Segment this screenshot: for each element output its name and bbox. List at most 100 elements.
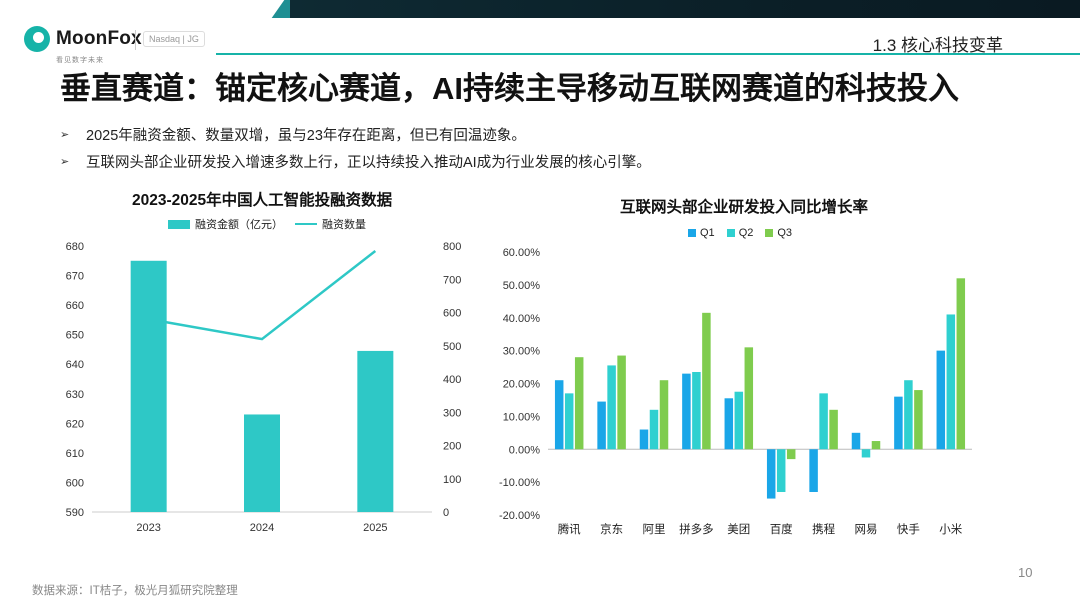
section-label: 1.3 核心科技变革	[872, 36, 1003, 55]
left-chart-title: 2023-2025年中国人工智能投融资数据	[132, 192, 393, 209]
x-tick-label: 2024	[250, 522, 274, 534]
y-tick-label: 40.00%	[503, 313, 541, 325]
left-y-tick-label: 660	[66, 300, 84, 312]
x-tick-label: 腾讯	[558, 522, 581, 536]
bar-q1	[894, 396, 903, 450]
bar-q2	[776, 449, 786, 492]
bar-q1	[851, 432, 861, 450]
x-tick-label: 拼多多	[679, 522, 714, 536]
bar-q2	[861, 449, 871, 458]
bar-q2	[819, 393, 828, 450]
legend-swatch-bar	[168, 219, 190, 229]
legend-label: Q1	[700, 227, 715, 239]
legend-label: 融资金额（亿元）	[195, 219, 283, 231]
bar-funding-amount	[130, 260, 167, 512]
x-tick-label: 京东	[600, 522, 623, 536]
left-y-tick-label: 650	[66, 330, 84, 342]
y-tick-label: -10.00%	[499, 477, 540, 489]
right-y-tick-label: 200	[443, 441, 461, 453]
right-y-tick-label: 600	[443, 308, 461, 320]
legend-swatch	[726, 229, 735, 237]
bar-q1	[724, 398, 734, 450]
bar-q3	[786, 449, 796, 460]
x-tick-label: 2025	[363, 522, 387, 534]
x-tick-label: 小米	[939, 523, 962, 536]
bar-q2	[734, 391, 744, 450]
right-y-tick-label: 300	[443, 407, 461, 419]
page-number: 10	[1018, 565, 1033, 580]
logo-divider	[135, 30, 136, 50]
left-y-tick-label: 600	[66, 477, 84, 489]
bar-funding-amount	[244, 414, 280, 512]
bullet-item: ➢ 互联网头部企业研发投入增速多数上行，正以持续投入推动AI成为行业发展的核心引…	[60, 148, 651, 175]
left-y-tick-label: 670	[66, 271, 84, 283]
left-y-tick-label: 680	[66, 241, 84, 253]
top-banner	[0, 0, 1080, 18]
legend-item-q1: Q1	[688, 227, 715, 239]
legend-swatch	[765, 229, 774, 237]
bar-q1	[639, 429, 649, 450]
bar-q2	[564, 393, 574, 450]
legend-label: Q2	[738, 227, 754, 239]
right-y-tick-label: 800	[443, 241, 461, 253]
bar-q2	[607, 365, 616, 450]
bar-q1	[809, 449, 818, 492]
bar-q2	[649, 409, 659, 450]
legend-item-q2: Q2	[726, 227, 754, 239]
bar-q1	[597, 401, 606, 450]
y-tick-label: 60.00%	[503, 247, 541, 259]
left-y-tick-label: 640	[66, 359, 84, 371]
x-tick-label: 2023	[136, 522, 160, 534]
header-rule	[216, 53, 1080, 55]
right-y-tick-label: 100	[443, 474, 461, 486]
left-y-tick-label: 630	[66, 389, 84, 401]
legend-swatch	[688, 229, 696, 237]
left-chart-legend: 融资金额（亿元） 融资数量	[168, 216, 378, 232]
bullet-text: 2025年融资金额、数量双增，虽与23年存在距离，但已有回温迹象。	[86, 128, 526, 144]
brand-name: MoonFox	[56, 28, 142, 49]
brand-tagline: 看见数字未来	[56, 57, 104, 64]
y-tick-label: 0.00%	[509, 444, 540, 456]
left-y-tick-label: 620	[66, 418, 84, 430]
line-funding-count	[148, 250, 377, 341]
bar-q1	[766, 449, 776, 499]
right-chart-legend: Q1 Q2 Q3	[688, 227, 804, 239]
x-tick-label: 携程	[812, 522, 835, 536]
bullet-text: 互联网头部企业研发投入增速多数上行，正以持续投入推动AI成为行业发展的核心引擎。	[86, 155, 651, 171]
right-y-tick-label: 700	[443, 274, 461, 286]
bar-q2	[946, 314, 956, 450]
bar-q2	[904, 380, 913, 450]
left-y-tick-label: 610	[66, 448, 84, 460]
legend-label: 融资数量	[322, 219, 366, 231]
exchange-badge: Nasdaq | JG	[143, 31, 205, 47]
right-chart-title: 互联网头部企业研发投入同比增长率	[620, 199, 869, 216]
legend-label: Q3	[777, 227, 793, 239]
legend-item-count: 融资数量	[295, 216, 366, 232]
bar-q3	[956, 278, 966, 450]
banner-dark	[290, 0, 1080, 18]
bar-q1	[682, 373, 691, 450]
bar-q3	[914, 390, 923, 450]
right-y-tick-label: 500	[443, 341, 461, 353]
x-tick-label: 百度	[770, 522, 793, 536]
bar-q3	[702, 312, 711, 450]
right-y-tick-label: 400	[443, 374, 461, 386]
page-title: 垂直赛道：锚定核心赛道，AI持续主导移动互联网赛道的科技投入	[60, 71, 959, 106]
bar-funding-amount	[357, 350, 394, 512]
legend-swatch-line	[295, 223, 317, 225]
bar-q1	[936, 350, 946, 450]
legend-item-q3: Q3	[765, 227, 792, 239]
bar-q3	[617, 355, 626, 450]
right-y-tick-label: 0	[443, 507, 449, 519]
x-tick-label: 快手	[897, 522, 920, 536]
bullet-item: ➢ 2025年融资金额、数量双增，虽与23年存在距离，但已有回温迹象。	[60, 121, 651, 148]
bar-q3	[871, 441, 881, 450]
x-tick-label: 阿里	[643, 523, 666, 536]
bar-q3	[829, 409, 838, 450]
bar-q3	[659, 380, 669, 450]
bar-q3	[744, 347, 754, 450]
y-tick-label: 50.00%	[503, 280, 541, 292]
y-tick-label: 20.00%	[503, 379, 541, 391]
bar-q1	[554, 380, 564, 450]
